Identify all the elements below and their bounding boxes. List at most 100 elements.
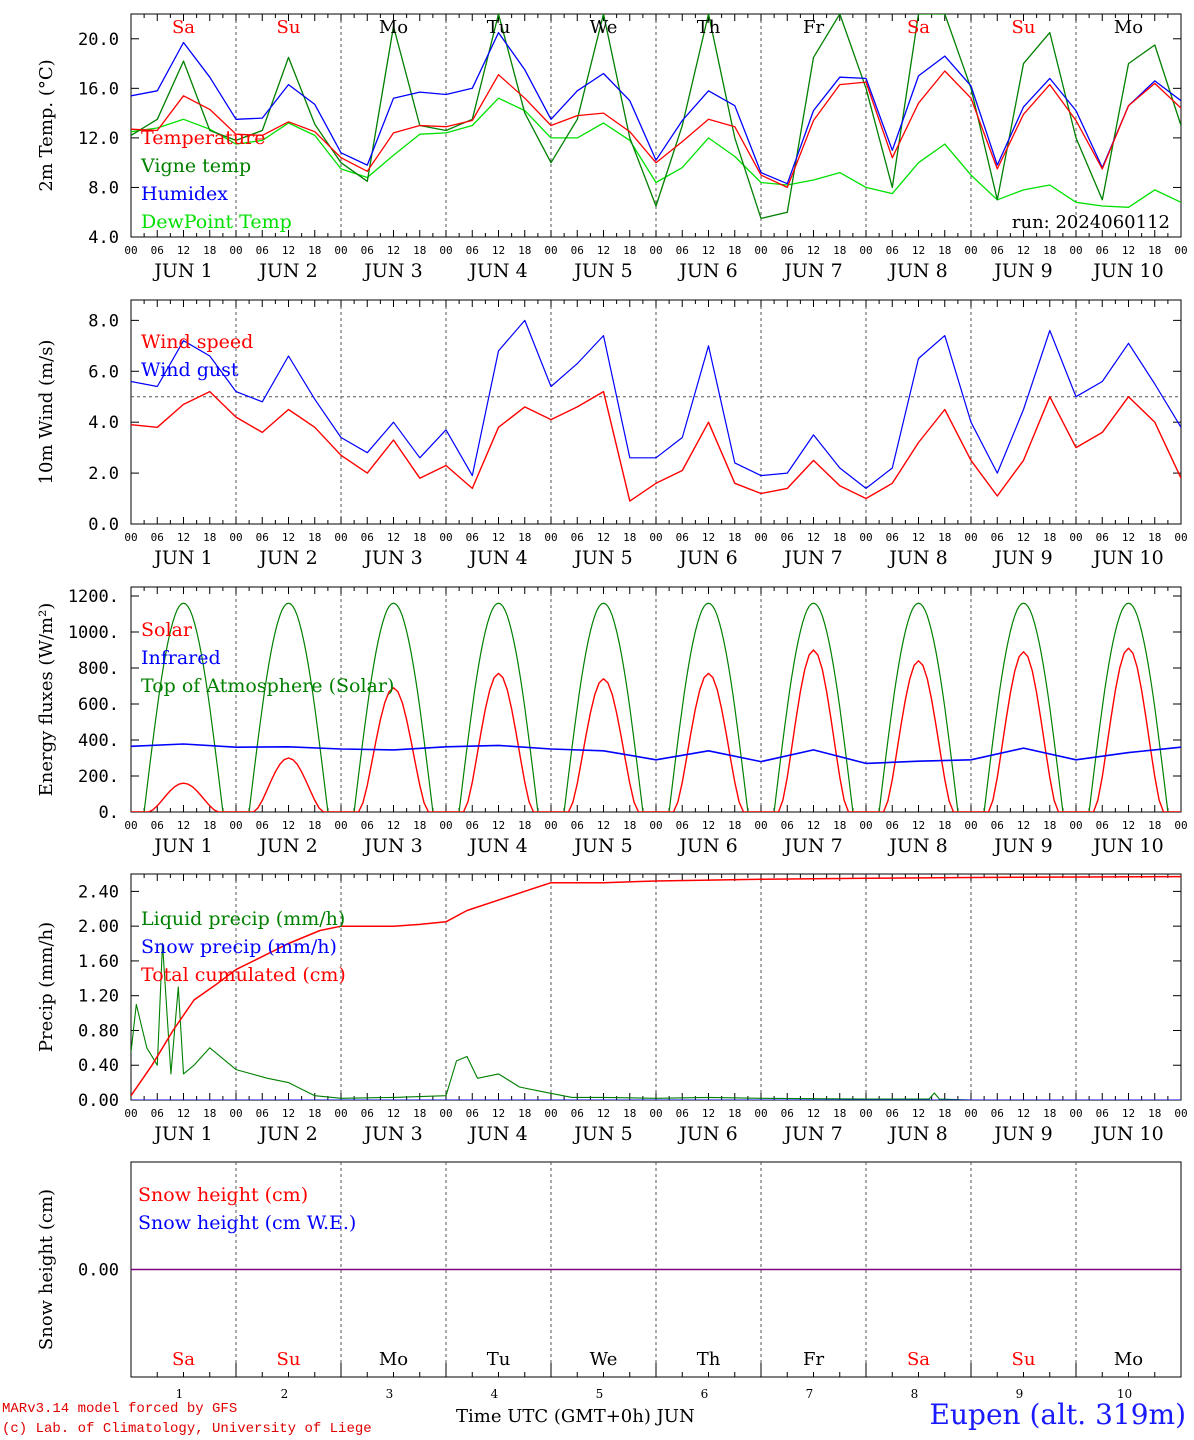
day-number: 1 xyxy=(176,1387,184,1401)
day-name: Th xyxy=(697,1349,721,1370)
hour-tick-label: 18 xyxy=(1043,819,1056,832)
hour-tick-label: 06 xyxy=(676,244,689,257)
date-label: JUN 7 xyxy=(782,547,842,569)
date-label: JUN 4 xyxy=(467,1123,527,1145)
hour-tick-label: 12 xyxy=(177,531,190,544)
hour-tick-label: 12 xyxy=(597,819,610,832)
date-label: JUN 8 xyxy=(887,1123,947,1145)
y-tick-label: 0. xyxy=(99,803,119,823)
day-number: 2 xyxy=(281,1387,289,1401)
hour-tick-label: 12 xyxy=(912,819,925,832)
legend-entry: Temperature xyxy=(141,127,265,149)
legend-entry: Humidex xyxy=(141,183,228,205)
day-name: Mo xyxy=(1114,1349,1143,1370)
hour-tick-label: 00 xyxy=(964,244,977,257)
hour-tick-label: 00 xyxy=(439,819,452,832)
hour-tick-label: 18 xyxy=(1148,244,1161,257)
legend-entry: Wind speed xyxy=(141,331,253,353)
legend-entry: Total cumulated (cm) xyxy=(141,964,346,986)
hour-tick-label: 06 xyxy=(256,531,269,544)
y-tick-label: 1.60 xyxy=(78,952,119,972)
hour-tick-label: 00 xyxy=(754,1107,767,1120)
legend-entry: Top of Atmosphere (Solar) xyxy=(141,675,394,697)
hour-tick-label: 06 xyxy=(676,1107,689,1120)
day-name: Fr xyxy=(803,17,824,38)
hour-tick-label: 18 xyxy=(728,1107,741,1120)
date-label: JUN 1 xyxy=(152,547,212,569)
hour-tick-label: 06 xyxy=(256,819,269,832)
hour-tick-label: 00 xyxy=(544,819,557,832)
hour-tick-label: 06 xyxy=(361,531,374,544)
hour-tick-label: 18 xyxy=(518,531,531,544)
date-label: JUN 3 xyxy=(362,260,422,282)
series-blue xyxy=(131,31,1181,185)
date-label: JUN 2 xyxy=(257,260,317,282)
hour-tick-label: 12 xyxy=(282,819,295,832)
x-axis-title: Time UTC (GMT+0h) JUN xyxy=(456,1406,695,1427)
y-tick-label: 2.00 xyxy=(78,917,119,937)
hour-tick-label: 06 xyxy=(466,244,479,257)
hour-tick-label: 18 xyxy=(728,244,741,257)
day-name: Fr xyxy=(803,1349,824,1370)
hour-tick-label: 00 xyxy=(649,1107,662,1120)
hour-tick-label: 18 xyxy=(623,531,636,544)
hour-tick-label: 00 xyxy=(334,1107,347,1120)
y-tick-label: 1.20 xyxy=(78,987,119,1007)
series-red xyxy=(131,70,1181,189)
hour-tick-label: 12 xyxy=(1122,531,1135,544)
series-lightgreen xyxy=(131,97,1181,208)
y-axis-title: 10m Wind (m/s) xyxy=(36,340,57,485)
hour-tick-label: 12 xyxy=(387,531,400,544)
hour-tick-label: 00 xyxy=(124,244,137,257)
hour-tick-label: 00 xyxy=(334,244,347,257)
date-label: JUN 8 xyxy=(887,260,947,282)
day-number: 3 xyxy=(386,1387,394,1401)
hour-tick-label: 12 xyxy=(1122,819,1135,832)
hour-tick-label: 12 xyxy=(387,244,400,257)
solar-line xyxy=(131,647,1181,812)
total-cumulated-line xyxy=(131,875,1181,1097)
date-label: JUN 7 xyxy=(782,835,842,857)
hour-tick-label: 12 xyxy=(492,1107,505,1120)
date-label: JUN 6 xyxy=(677,835,737,857)
hour-tick-label: 00 xyxy=(859,819,872,832)
day-name: Mo xyxy=(379,1349,408,1370)
hour-tick-label: 06 xyxy=(361,244,374,257)
day-name: Su xyxy=(277,17,301,38)
hour-tick-label: 18 xyxy=(518,244,531,257)
date-label: JUN 2 xyxy=(257,1123,317,1145)
hour-tick-label: 00 xyxy=(439,244,452,257)
hour-tick-label: 18 xyxy=(938,819,951,832)
day-number: 10 xyxy=(1117,1387,1132,1401)
hour-tick-label: 12 xyxy=(807,531,820,544)
day-name: Sa xyxy=(907,1349,930,1370)
hour-tick-label: 12 xyxy=(702,819,715,832)
hour-tick-label: 06 xyxy=(151,819,164,832)
hour-tick-label: 06 xyxy=(151,531,164,544)
hour-tick-label: 12 xyxy=(1122,244,1135,257)
y-axis-title: 2m Temp. (°C) xyxy=(36,59,57,191)
hour-tick-label: 18 xyxy=(203,531,216,544)
date-label: JUN 9 xyxy=(992,835,1052,857)
hour-tick-label: 12 xyxy=(597,1107,610,1120)
hour-tick-label: 12 xyxy=(807,244,820,257)
hour-tick-label: 00 xyxy=(1069,1107,1082,1120)
legend-entry: DewPoint Temp xyxy=(141,211,292,233)
day-name: Mo xyxy=(1114,17,1143,38)
y-tick-label: 4.0 xyxy=(88,413,119,433)
y-tick-label: 800. xyxy=(78,659,119,679)
day-name: We xyxy=(590,1349,618,1370)
y-tick-label: 8.0 xyxy=(88,311,119,331)
day-number: 8 xyxy=(911,1387,919,1401)
date-label: JUN 4 xyxy=(467,260,527,282)
hour-tick-label: 18 xyxy=(308,819,321,832)
hour-tick-label: 18 xyxy=(308,1107,321,1120)
date-label: JUN 2 xyxy=(257,835,317,857)
infrared-line xyxy=(131,743,1181,765)
hour-tick-label: 00 xyxy=(1069,531,1082,544)
hour-tick-label: 18 xyxy=(728,531,741,544)
y-axis-title: Snow height (cm) xyxy=(36,1189,57,1350)
hour-tick-label: 06 xyxy=(256,244,269,257)
day-name: We xyxy=(590,17,618,38)
day-name: Sa xyxy=(172,1349,195,1370)
